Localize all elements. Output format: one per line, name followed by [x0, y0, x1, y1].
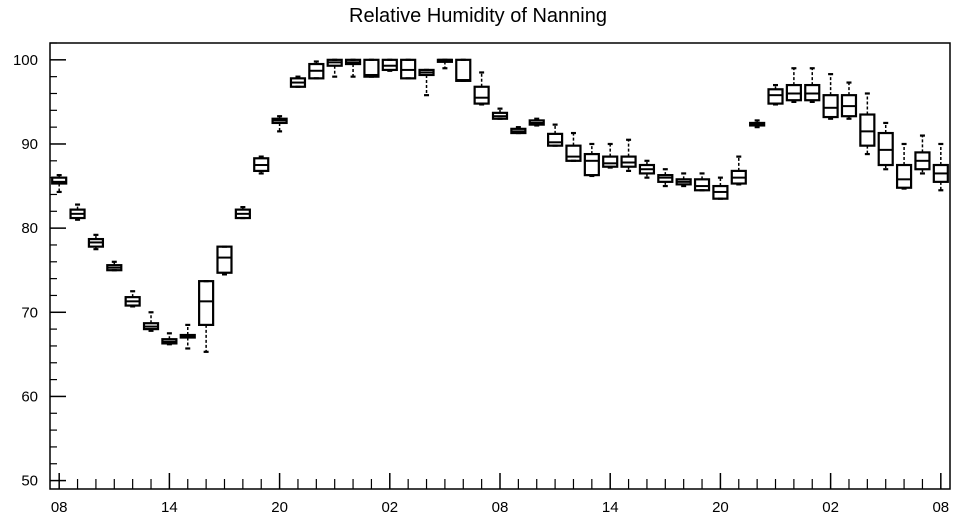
box-iqr	[473, 85, 490, 105]
box-47	[914, 134, 931, 175]
box-20	[418, 68, 435, 97]
box-iqr	[693, 178, 711, 192]
box-26	[528, 117, 545, 127]
box-0	[51, 174, 68, 194]
box-iqr	[455, 58, 472, 82]
y-tick-label: 100	[13, 52, 38, 69]
box-43	[840, 81, 858, 120]
box-iqr	[859, 113, 876, 147]
box-46	[895, 142, 913, 190]
box-10	[234, 205, 251, 220]
y-tick-label: 50	[21, 473, 38, 490]
box-32	[638, 159, 656, 179]
box-series	[51, 58, 949, 353]
x-tick-label: 02	[381, 499, 398, 516]
box-iqr	[363, 58, 380, 78]
box-23	[473, 71, 490, 106]
box-15	[326, 58, 343, 78]
box-6	[161, 332, 178, 346]
box-25	[510, 126, 527, 135]
box-iqr	[767, 88, 784, 105]
box-34	[675, 172, 692, 188]
box-5	[142, 311, 160, 332]
box-11	[253, 155, 270, 175]
box-41	[804, 67, 821, 104]
box-33	[657, 168, 674, 188]
box-iqr	[51, 176, 68, 185]
box-40	[785, 67, 802, 104]
box-9	[216, 245, 233, 276]
box-iqr	[895, 163, 913, 189]
x-tick-label: 14	[161, 499, 178, 516]
box-38	[749, 119, 766, 129]
y-tick-label: 90	[21, 136, 38, 153]
box-iqr	[565, 144, 582, 162]
box-16	[344, 58, 362, 78]
box-29	[583, 142, 600, 178]
box-17	[363, 58, 380, 78]
x-tick-label: 08	[492, 499, 509, 516]
box-iqr	[198, 280, 215, 327]
box-24	[491, 107, 509, 120]
box-36	[712, 176, 729, 200]
box-48	[932, 142, 949, 192]
box-14	[308, 60, 325, 80]
box-31	[620, 138, 637, 173]
box-iqr	[216, 245, 233, 274]
x-axis: 08 14 20 02 08 14 20 02 08	[51, 473, 949, 516]
y-tick-label: 80	[21, 220, 38, 237]
box-iqr	[822, 94, 839, 119]
box-8	[198, 280, 215, 353]
x-tick-label: 14	[602, 499, 619, 516]
box-iqr	[602, 155, 619, 168]
x-tick-label: 08	[51, 499, 68, 516]
box-1	[69, 203, 86, 221]
y-axis: 50 60 70 80 90 100	[13, 42, 66, 490]
box-30	[602, 142, 619, 169]
box-3	[106, 260, 123, 272]
chart-title: Relative Humidity of Nanning	[349, 5, 607, 27]
box-44	[859, 92, 876, 156]
x-tick-label: 08	[932, 499, 949, 516]
box-39	[767, 83, 784, 106]
box-28	[565, 131, 582, 162]
box-iqr	[547, 132, 564, 147]
y-tick-label: 60	[21, 388, 38, 405]
x-tick-label: 02	[822, 499, 839, 516]
box-2	[87, 233, 105, 251]
box-iqr	[583, 152, 600, 177]
box-35	[693, 172, 711, 192]
box-21	[436, 58, 453, 70]
box-12	[271, 115, 288, 133]
box-7	[179, 323, 196, 350]
box-22	[455, 58, 472, 82]
box-18	[381, 58, 398, 72]
box-19	[400, 58, 417, 80]
y-tick-label: 70	[21, 304, 38, 321]
box-45	[877, 121, 894, 171]
box-27	[547, 123, 564, 147]
x-tick-label: 20	[712, 499, 729, 516]
box-4	[124, 290, 141, 308]
box-42	[822, 73, 839, 120]
x-tick-label: 20	[271, 499, 288, 516]
box-37	[730, 155, 747, 186]
box-13	[289, 75, 307, 88]
